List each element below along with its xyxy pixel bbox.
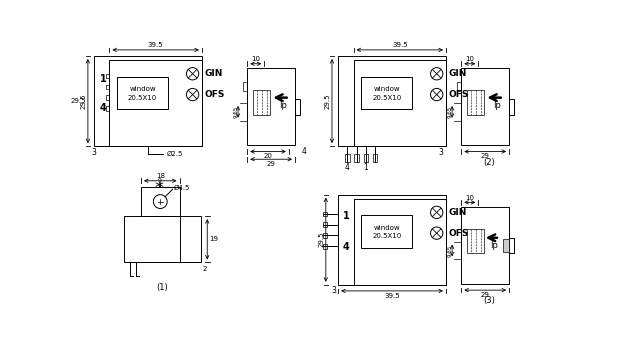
- Text: (2): (2): [483, 158, 495, 167]
- Text: 4: 4: [342, 242, 349, 252]
- Text: 4: 4: [302, 147, 306, 156]
- Bar: [458, 82, 462, 92]
- Text: 1: 1: [342, 211, 349, 221]
- Text: 39.5: 39.5: [148, 42, 163, 48]
- Text: 39.5: 39.5: [392, 42, 408, 48]
- Bar: [338, 195, 446, 285]
- Text: 9.65: 9.65: [233, 106, 238, 118]
- Text: Ø2.5: Ø2.5: [167, 151, 183, 157]
- Bar: [244, 82, 247, 92]
- Text: 29.5: 29.5: [71, 98, 87, 104]
- Bar: [322, 233, 326, 238]
- Text: 29: 29: [481, 292, 490, 298]
- Bar: [467, 90, 485, 115]
- Text: 3: 3: [331, 286, 336, 295]
- Text: 1: 1: [363, 163, 368, 172]
- Text: Ip: Ip: [279, 101, 287, 110]
- Text: (1): (1): [156, 282, 169, 291]
- Bar: [509, 238, 515, 253]
- Text: 10: 10: [465, 56, 474, 62]
- Bar: [362, 77, 412, 109]
- Text: Ip: Ip: [490, 241, 497, 250]
- Bar: [141, 187, 179, 216]
- Bar: [322, 244, 326, 248]
- Text: 29: 29: [481, 153, 490, 159]
- Text: 9.65: 9.65: [447, 106, 453, 118]
- Bar: [373, 154, 378, 161]
- Text: 9: 9: [158, 178, 162, 183]
- Bar: [106, 106, 110, 111]
- Bar: [117, 77, 168, 109]
- Bar: [354, 154, 359, 161]
- Bar: [124, 216, 201, 262]
- Bar: [295, 99, 301, 115]
- Bar: [503, 239, 509, 252]
- Text: Ip: Ip: [493, 101, 501, 110]
- Bar: [253, 90, 271, 115]
- Text: 20.5X10: 20.5X10: [372, 233, 401, 239]
- Text: window: window: [373, 225, 400, 231]
- Text: 39.5: 39.5: [384, 292, 400, 299]
- Bar: [467, 228, 485, 253]
- Bar: [345, 154, 350, 161]
- Bar: [322, 212, 326, 216]
- Text: 2: 2: [203, 266, 207, 272]
- Bar: [110, 60, 202, 146]
- Text: 29.5: 29.5: [324, 93, 330, 109]
- Text: 10: 10: [251, 56, 260, 62]
- Bar: [338, 56, 446, 146]
- Text: 20: 20: [263, 153, 272, 159]
- Text: 3: 3: [92, 148, 97, 157]
- Text: 3: 3: [438, 148, 444, 157]
- Text: 29: 29: [267, 161, 276, 167]
- Text: 20.5X10: 20.5X10: [128, 95, 157, 101]
- Text: 19: 19: [209, 236, 218, 242]
- Bar: [462, 207, 509, 284]
- Text: 29.5: 29.5: [318, 232, 324, 247]
- Bar: [106, 84, 110, 89]
- Text: OFS: OFS: [448, 90, 469, 99]
- Bar: [247, 68, 295, 145]
- Bar: [322, 222, 326, 227]
- Bar: [106, 95, 110, 100]
- Text: OFS: OFS: [448, 229, 469, 238]
- Text: 29.5: 29.5: [80, 93, 87, 109]
- Text: 9.65: 9.65: [447, 245, 453, 257]
- Text: window: window: [373, 86, 400, 92]
- Bar: [462, 68, 509, 145]
- Text: OFS: OFS: [204, 90, 224, 99]
- Text: GIN: GIN: [448, 208, 467, 217]
- Text: 20.5X10: 20.5X10: [372, 95, 401, 101]
- Bar: [106, 74, 110, 78]
- Text: window: window: [129, 86, 156, 92]
- Text: 4: 4: [100, 103, 106, 113]
- Text: Ø4.5: Ø4.5: [174, 185, 190, 191]
- Text: 4: 4: [345, 163, 350, 172]
- Text: 10: 10: [465, 195, 474, 201]
- Bar: [94, 56, 202, 146]
- Text: GIN: GIN: [448, 69, 467, 78]
- Bar: [509, 99, 515, 115]
- Bar: [354, 198, 446, 285]
- Text: 1: 1: [100, 74, 106, 84]
- Text: 18: 18: [156, 173, 165, 179]
- Bar: [362, 216, 412, 248]
- Text: GIN: GIN: [204, 69, 222, 78]
- Bar: [363, 154, 368, 161]
- Text: (3): (3): [483, 296, 495, 305]
- Bar: [354, 60, 446, 146]
